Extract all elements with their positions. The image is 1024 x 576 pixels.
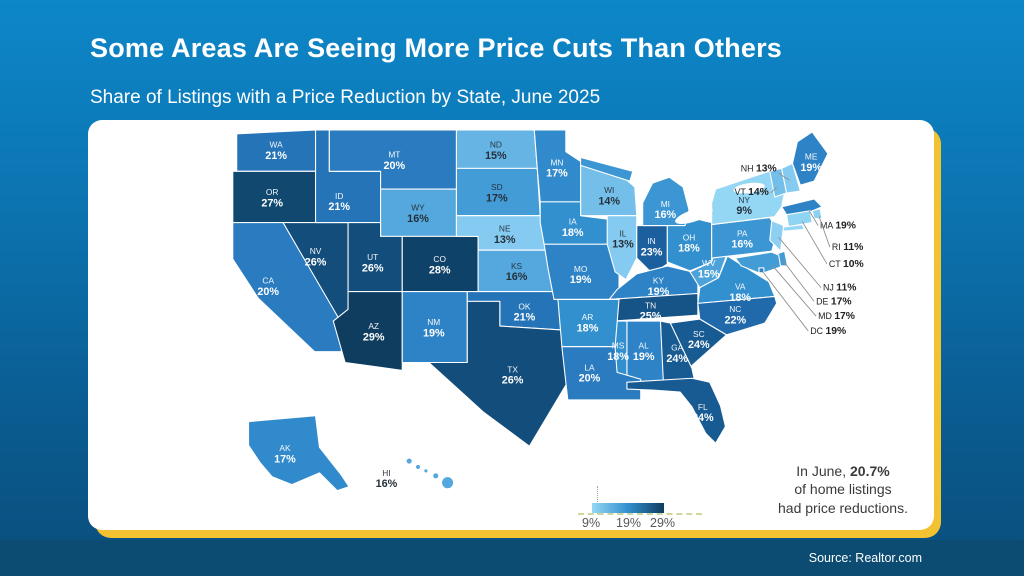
state-MI [642, 176, 690, 227]
state-HI [432, 472, 440, 480]
state-label-NV: NV 26% [305, 246, 327, 268]
leader-line-NH [778, 172, 790, 181]
page-title: Some Areas Are Seeing More Price Cuts Th… [90, 33, 783, 63]
state-MI [580, 156, 634, 182]
state-label-KY: KY 19% [648, 276, 670, 298]
state-TX [428, 300, 570, 447]
state-NH [781, 162, 801, 194]
legend-gradient-bar [592, 503, 664, 513]
state-CT [786, 210, 813, 228]
state-label-LA: LA 20% [579, 362, 601, 384]
state-label-WA: WA 21% [265, 140, 287, 162]
state-HI [405, 457, 413, 465]
leader-line-DE [782, 259, 815, 302]
callout-annotation: In June, 20.7% of home listings had pric… [768, 462, 918, 517]
state-label-MO: MO 19% [570, 264, 592, 286]
leader-line-CT [801, 221, 828, 265]
state-FL [626, 377, 726, 444]
footer-bar: Source: Realtor.com [0, 540, 1024, 576]
state-label-OH: OH 18% [678, 232, 700, 254]
state-label-MN: MN 17% [546, 157, 568, 179]
leader-line-MA [808, 210, 819, 226]
state-label-WY: WY 16% [407, 203, 429, 225]
color-scale-legend: 9% 19% 29% [578, 486, 702, 530]
state-label-CT: CT 10% [829, 259, 864, 270]
page-subtitle: Share of Listings with a Price Reduction… [90, 87, 601, 108]
state-label-AL: AL 19% [633, 341, 655, 363]
leader-line-RI [818, 216, 831, 248]
state-label-ND: ND 15% [485, 140, 507, 162]
state-label-NJ: NJ 11% [823, 283, 856, 294]
state-label-NE: NE 13% [494, 223, 516, 245]
state-HI [423, 468, 429, 474]
state-label-IL: IL 13% [612, 228, 634, 250]
state-label-WI: WI 14% [598, 185, 620, 207]
state-label-SD: SD 17% [486, 182, 508, 204]
state-label-VT: VT 14% [735, 187, 769, 198]
state-label-SC: SC 24% [688, 329, 710, 351]
state-label-IN: IN 23% [641, 236, 663, 258]
source-credit: Source: Realtor.com [808, 551, 922, 565]
state-HI [415, 464, 421, 470]
annotation-statistic: 20.7% [850, 463, 890, 479]
state-LA [561, 346, 642, 401]
state-label-CA: CA 20% [257, 276, 279, 298]
state-label-ME: ME 19% [800, 152, 822, 174]
state-label-AK: AK 17% [274, 443, 296, 465]
state-label-WV: WV 15% [698, 258, 720, 280]
lake-ontario [733, 182, 765, 194]
state-label-NM: NM 19% [423, 317, 445, 339]
state-NJ [769, 220, 785, 252]
state-label-OK: OK 21% [514, 301, 536, 323]
map-card: WA 21% OR 27% CA 20% NV 26% ID 21% MT 20% WY 16% UT 26%… [88, 120, 934, 530]
state-label-NC: NC 22% [724, 304, 746, 326]
leader-line-NJ [778, 237, 822, 288]
state-label-MS: MS 18% [607, 341, 629, 363]
us-choropleth-map: WA 21% OR 27% CA 20% NV 26% ID 21% MT 20% WY 16% UT 26%… [232, 129, 864, 492]
state-label-MI: MI 16% [655, 199, 677, 221]
state-label-TN: TN 25% [640, 300, 662, 322]
state-label-MD: MD 17% [818, 311, 855, 322]
state-label-FL: FL 24% [692, 402, 714, 424]
state-ME [791, 131, 829, 186]
legend-tick-mid: 19% [616, 516, 642, 530]
leader-line-VT [770, 186, 778, 194]
state-label-HI: HI 16% [376, 468, 398, 490]
legend-tick-min: 9% [582, 516, 601, 530]
state-label-MA: MA 19% [820, 220, 856, 231]
legend-marker-line [597, 486, 598, 514]
state-IL [606, 215, 638, 281]
state-label-GA: GA 24% [666, 343, 688, 365]
leader-line-MD [772, 265, 817, 317]
state-label-PA: PA 16% [731, 228, 753, 250]
state-label-TX: TX 26% [502, 364, 524, 386]
legend-baseline [578, 513, 702, 515]
state-RI [811, 208, 823, 220]
state-label-OR: OR 27% [261, 187, 283, 209]
lake-erie [675, 207, 713, 224]
annotation-line2: of home listings [794, 481, 892, 498]
annotation-prefix: In June, [796, 463, 850, 479]
state-label-MT: MT 20% [384, 150, 406, 172]
state-label-ID: ID 21% [328, 191, 350, 213]
state-HI [441, 476, 454, 490]
state-label-CO: CO 28% [429, 254, 451, 276]
state-label-DE: DE 17% [816, 296, 851, 307]
state-label-AR: AR 18% [577, 312, 599, 334]
state-label-VA: VA 18% [729, 282, 751, 304]
annotation-line3: had price reductions. [778, 499, 908, 516]
state-label-RI: RI 11% [832, 242, 863, 253]
state-label-UT: UT 26% [362, 252, 384, 274]
state-MD [734, 251, 782, 275]
state-label-KS: KS 16% [506, 261, 528, 283]
state-label-NY: NY 9% [736, 195, 752, 217]
state-label-AZ: AZ 29% [363, 321, 385, 343]
state-label-NH: NH 13% [741, 163, 777, 174]
leader-line-DC [762, 271, 809, 332]
state-label-IA: IA 18% [562, 217, 584, 239]
state-label-DC: DC 19% [810, 326, 846, 337]
state-AK [247, 415, 350, 492]
legend-tick-max: 29% [650, 516, 676, 530]
